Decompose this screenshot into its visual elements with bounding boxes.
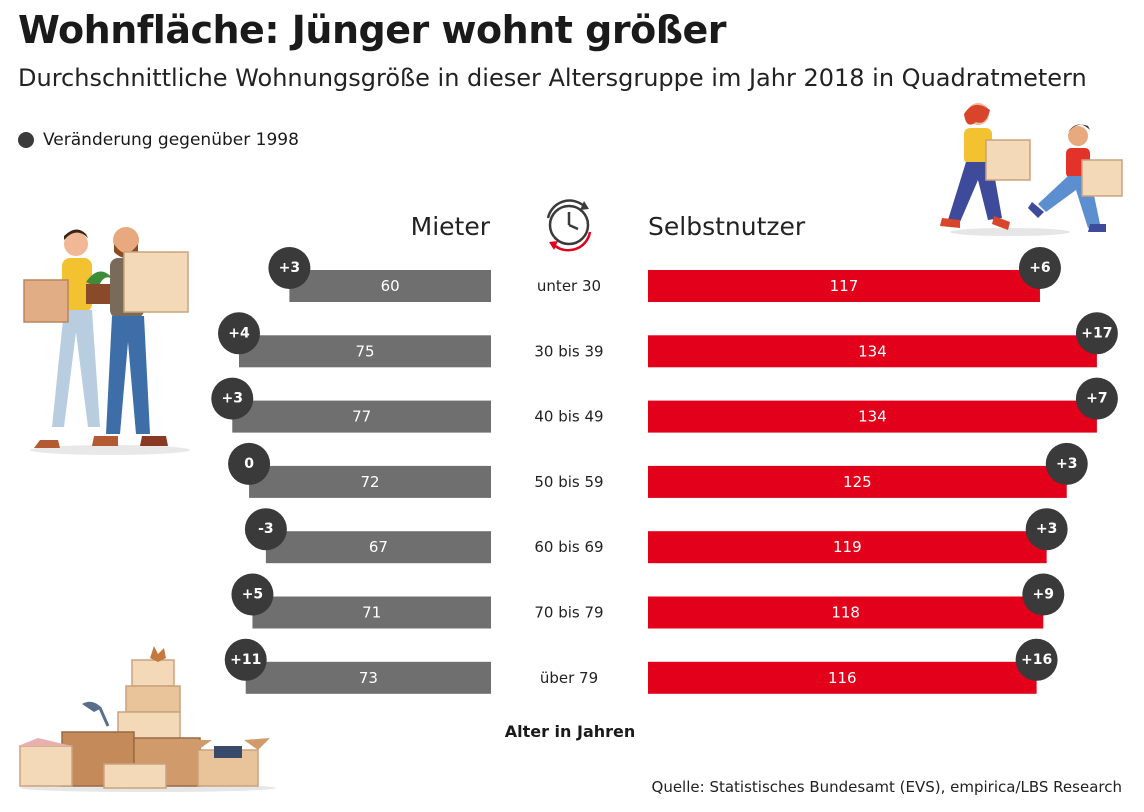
chart-subtitle: Durchschnittliche Wohnungsgröße in diese…: [18, 64, 1087, 92]
selbstnutzer-value-label: 125: [843, 473, 872, 491]
mieter-change-label: +4: [228, 325, 250, 341]
mieter-change-label: 0: [244, 456, 254, 472]
selbstnutzer-change-label: +16: [1021, 652, 1052, 668]
mieter-change-label: +5: [242, 587, 263, 603]
mieter-bar: [249, 465, 491, 498]
selbstnutzer-change-badge: [1022, 573, 1065, 616]
selbstnutzer-change-label: +7: [1086, 391, 1107, 407]
selbstnutzer-change-label: +6: [1029, 260, 1050, 276]
selbstnutzer-change-badge: [1075, 312, 1118, 355]
mieter-change-badge: [228, 442, 271, 485]
legend-dot-icon: [18, 132, 34, 148]
category-label: 30 bis 39: [534, 342, 603, 360]
stacked-boxes-with-cat-illustration: [18, 646, 276, 792]
legend: Veränderung gegenüber 1998: [18, 130, 299, 150]
category-label: 40 bis 49: [534, 408, 603, 426]
mieter-change-label: +3: [279, 260, 300, 276]
selbstnutzer-bar: [648, 400, 1097, 433]
selbstnutzer-bar: [648, 270, 1040, 302]
mieter-change-label: +3: [222, 391, 243, 407]
mieter-value-label: 73: [359, 669, 378, 687]
selbstnutzer-value-label: 117: [830, 277, 859, 295]
x-axis-label: Alter in Jahren: [504, 722, 636, 741]
source-note: Quelle: Statistisches Bundesamt (EVS), e…: [651, 778, 1122, 796]
children-carrying-boxes-illustration: [940, 103, 1123, 236]
selbstnutzer-change-badge: [1025, 508, 1068, 551]
selbstnutzer-bar: [648, 465, 1067, 498]
selbstnutzer-bar: [648, 661, 1037, 694]
mieter-bar: [252, 596, 491, 629]
couple-carrying-boxes-illustration: [23, 227, 190, 455]
mieter-change-badge: [268, 247, 311, 289]
selbstnutzer-change-badge: [1015, 638, 1058, 681]
mieter-bar: [289, 270, 491, 302]
mieter-change-badge: [224, 638, 267, 681]
category-label: 50 bis 59: [534, 473, 603, 491]
mieter-change-badge: [244, 508, 287, 551]
mieter-value-label: 75: [355, 342, 374, 360]
chart-title: Wohnfläche: Jünger wohnt größer: [18, 8, 727, 52]
mieter-change-badge: [231, 573, 274, 616]
selbstnutzer-change-label: +9: [1033, 587, 1054, 603]
mieter-value-label: 71: [362, 604, 381, 622]
selbstnutzer-change-badge: [1018, 247, 1061, 289]
category-label: über 79: [540, 669, 598, 687]
mieter-value-label: 67: [369, 538, 388, 556]
clock-icon: [546, 199, 592, 252]
category-label: 60 bis 69: [534, 538, 603, 556]
selbstnutzer-bar: [648, 531, 1047, 564]
mieter-bar: [265, 531, 491, 564]
mieter-change-badge: [218, 312, 260, 355]
mieter-change-label: -3: [258, 521, 274, 537]
selbstnutzer-value-label: 116: [828, 669, 857, 687]
mieter-bar: [245, 661, 491, 694]
selbstnutzer-change-label: +3: [1056, 456, 1077, 472]
mieter-change-label: +11: [230, 652, 261, 668]
selbstnutzer-bar: [648, 335, 1097, 368]
mieter-change-badge: [211, 377, 254, 420]
selbstnutzer-change-label: +17: [1081, 325, 1112, 341]
column-header-mieter: Mieter: [410, 212, 490, 241]
category-label: unter 30: [537, 277, 601, 295]
selbstnutzer-change-label: +3: [1036, 521, 1057, 537]
mieter-value-label: 77: [352, 408, 371, 426]
selbstnutzer-value-label: 118: [831, 604, 860, 622]
selbstnutzer-change-badge: [1045, 442, 1088, 485]
mieter-bar: [239, 335, 491, 368]
selbstnutzer-value-label: 134: [858, 342, 887, 360]
category-label: 70 bis 79: [534, 604, 603, 622]
column-header-selbstnutzer: Selbstnutzer: [648, 212, 806, 241]
mieter-value-label: 72: [360, 473, 379, 491]
selbstnutzer-value-label: 119: [833, 538, 862, 556]
selbstnutzer-value-label: 134: [858, 408, 887, 426]
selbstnutzer-change-badge: [1075, 377, 1118, 420]
mieter-bar: [232, 400, 491, 433]
legend-label: Veränderung gegenüber 1998: [43, 130, 299, 150]
mieter-value-label: 60: [381, 277, 400, 295]
selbstnutzer-bar: [648, 596, 1044, 629]
